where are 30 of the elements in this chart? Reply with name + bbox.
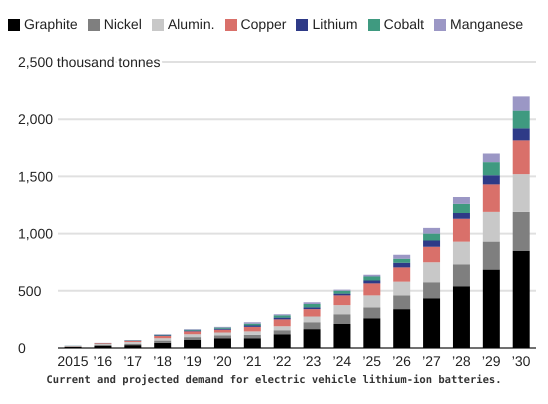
x-tick-label: ’16 (93, 352, 112, 369)
x-tick-label: ’29 (482, 352, 501, 369)
text: Current and projected demand for electric vehicle lithium-ion batteries. (45, 374, 503, 386)
legend-label: Copper (240, 16, 286, 32)
x-tick-label: ’21 (242, 352, 262, 369)
x-tick-label: ’30 (512, 352, 531, 369)
legend-label: Nickel (104, 16, 142, 32)
legend-label: Cobalt (384, 16, 424, 32)
x-tick-label: 2015 (57, 352, 89, 369)
x-tick-label: ’25 (362, 352, 382, 369)
x-tick-label: ’27 (422, 352, 441, 369)
y-tick-label: 1,000 (18, 226, 54, 242)
legend-label: Manganese (450, 16, 524, 32)
legend-label: Graphite (24, 16, 78, 32)
x-tick-label: ’20 (212, 352, 232, 369)
y-tick-label: 500 (18, 282, 42, 299)
y-tick-label: 0 (18, 340, 26, 356)
x-tick-label: ’19 (183, 352, 202, 369)
legend-label: Lithium (312, 16, 358, 32)
x-tick-label: ’22 (272, 352, 292, 369)
y-tick-label: 2,000 (18, 111, 54, 128)
y-tick-label: 2,500 thousand tonnes (18, 54, 160, 70)
x-tick-label: ’28 (452, 352, 471, 369)
y-tick-label: 1,500 (18, 168, 54, 184)
x-tick-label: ’23 (302, 352, 322, 369)
x-tick-label: ’24 (332, 352, 352, 369)
x-tick-label: ’17 (123, 352, 142, 369)
legend-label: Alumin. (168, 16, 215, 32)
x-tick-label: ’18 (153, 352, 172, 369)
x-tick-label: ’26 (392, 352, 412, 369)
